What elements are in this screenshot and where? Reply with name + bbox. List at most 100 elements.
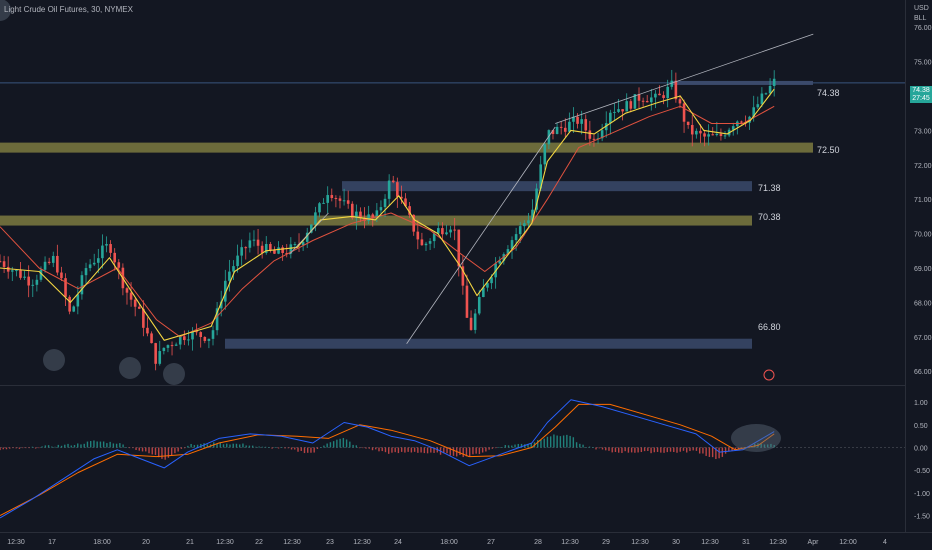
candle-body — [342, 200, 346, 202]
candle-body — [695, 130, 698, 135]
time-tick-label: 21 — [186, 539, 194, 546]
macd-histogram-bar — [391, 447, 393, 453]
macd-histogram-bar — [77, 443, 79, 448]
macd-histogram-bar — [5, 447, 8, 450]
macd-histogram-bar — [608, 447, 610, 451]
price-tick-label: 67.00 — [914, 335, 932, 342]
candle-body — [383, 198, 387, 208]
macd-histogram-bar — [478, 447, 481, 455]
macd-histogram-bar — [371, 447, 374, 451]
macd-histogram-bar — [559, 436, 562, 448]
candle-body — [277, 247, 280, 254]
candle-body — [592, 138, 596, 140]
macd-histogram-bar — [617, 447, 620, 453]
macd-histogram-bar — [287, 447, 289, 449]
candle-body — [359, 211, 362, 219]
candle-body — [609, 112, 612, 124]
macd-histogram-bar — [67, 443, 69, 448]
candle-body — [400, 196, 403, 199]
candle-body — [477, 297, 481, 314]
candle-body — [236, 255, 239, 267]
macd-histogram-bar — [708, 447, 711, 457]
macd-histogram-bar — [572, 437, 575, 448]
candle-body — [178, 336, 182, 345]
macd-histogram-bar — [323, 445, 325, 448]
macd-histogram-bar — [507, 445, 510, 448]
candle-body — [666, 86, 669, 99]
macd-histogram-bar — [592, 447, 594, 448]
candle-body — [187, 339, 190, 341]
low-marker-4 — [163, 363, 185, 385]
macd-histogram-bar — [598, 447, 600, 449]
candle-body — [453, 229, 456, 231]
candle-body — [379, 207, 383, 211]
macd-tick-label: 1.00 — [914, 400, 928, 407]
macd-histogram-bar — [491, 447, 494, 449]
time-tick-label: Apr — [808, 539, 820, 546]
macd-histogram-bar — [277, 447, 280, 449]
candle-body — [142, 308, 145, 328]
macd-axis: 1.00 0.50 0.00 -0.50 -1.00 -1.50 — [914, 400, 930, 521]
macd-histogram-bar — [141, 447, 144, 452]
macd-histogram-bar — [339, 438, 341, 448]
macd-histogram-bar — [647, 447, 649, 451]
macd-histogram-bar — [119, 443, 121, 448]
time-tick-label: 12:30 — [561, 539, 579, 546]
candle-body — [318, 203, 321, 213]
macd-histogram-bar — [258, 446, 260, 448]
macd-histogram-bar — [462, 447, 464, 458]
macd-histogram-bar — [575, 442, 578, 448]
candle-body — [633, 94, 637, 109]
macd-histogram-bar — [365, 447, 367, 449]
macd-signal-line — [0, 403, 775, 517]
candle-body — [527, 220, 530, 224]
candle-body — [264, 243, 268, 253]
macd-highlight-marker — [731, 424, 781, 452]
time-tick-label: 22 — [255, 539, 263, 546]
macd-histogram-bar — [251, 445, 254, 448]
candle-body — [756, 104, 760, 108]
trend-arrow-2 — [406, 126, 556, 344]
candle-body — [404, 198, 407, 207]
macd-histogram-bar — [695, 447, 698, 451]
macd-histogram-bar — [537, 440, 539, 448]
macd-histogram-bar — [630, 447, 633, 453]
macd-histogram-bar — [342, 437, 345, 448]
macd-histogram-bar — [2, 447, 4, 450]
candle-body — [482, 287, 485, 298]
candle-body — [469, 317, 473, 330]
candle-body — [580, 119, 583, 124]
macd-histogram-bar — [634, 447, 636, 453]
macd-histogram-bar — [773, 444, 775, 448]
candle-body — [129, 292, 133, 300]
macd-histogram-bar — [585, 447, 588, 448]
candle-body — [101, 245, 104, 259]
time-tick-label: 12:00 — [839, 539, 857, 546]
candle-body — [154, 343, 157, 364]
candle-body — [51, 255, 55, 263]
macd-histogram-bar — [501, 447, 503, 448]
candle-body — [686, 121, 690, 125]
macd-histogram-bar — [310, 447, 312, 453]
last-price-tag: 74.38 27:45 — [910, 86, 932, 103]
macd-histogram-bar — [329, 442, 332, 448]
candle-body — [658, 93, 661, 96]
macd-histogram-bar — [86, 441, 89, 448]
candle-body — [215, 308, 219, 331]
macd-histogram-bar — [352, 444, 354, 448]
candle-body — [162, 347, 166, 352]
candle-body — [539, 164, 542, 189]
candle-body — [240, 247, 243, 256]
candle-body — [416, 231, 420, 240]
macd-histogram-bar — [196, 444, 199, 448]
macd-histogram-bar — [99, 441, 102, 448]
macd-histogram-bar — [25, 447, 27, 449]
macd-histogram-bar — [384, 447, 387, 453]
macd-histogram-bar — [261, 446, 264, 448]
candle-body — [408, 206, 411, 215]
macd-histogram-bar — [245, 445, 247, 448]
macd-histogram-bar — [60, 445, 63, 448]
candle-body — [645, 101, 649, 103]
